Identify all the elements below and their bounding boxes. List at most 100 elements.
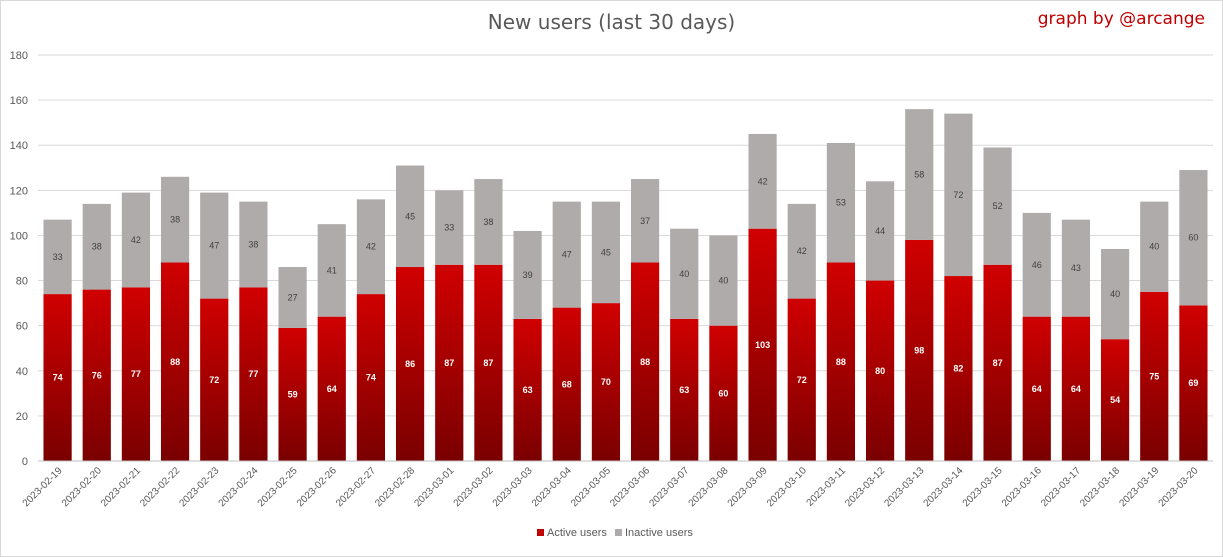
bar-active-users (591, 303, 621, 461)
y-tick-label: 20 (16, 411, 28, 423)
data-label-active: 77 (131, 369, 141, 379)
data-label-active: 75 (1149, 371, 1159, 381)
data-label-active: 87 (993, 358, 1003, 368)
bar-inactive-users (591, 201, 621, 304)
data-label-inactive: 37 (640, 216, 650, 226)
bar-active-users (513, 318, 542, 461)
x-tick-label: 2023-03-07 (647, 465, 691, 509)
data-label-inactive: 43 (1071, 263, 1081, 273)
data-label-inactive: 38 (248, 239, 258, 249)
bar-active-users (160, 262, 190, 461)
x-tick-label: 2023-03-11 (805, 465, 849, 509)
data-label-inactive: 53 (836, 198, 846, 208)
bar-active-users (43, 294, 72, 461)
data-label-inactive: 42 (758, 176, 768, 186)
bar-inactive-users (905, 109, 934, 240)
data-label-inactive: 38 (170, 215, 180, 225)
data-label-inactive: 39 (523, 270, 533, 280)
bar-active-users (1179, 305, 1208, 461)
x-tick-label: 2023-02-25 (256, 465, 300, 509)
data-label-inactive: 40 (679, 269, 689, 279)
bar-active-users (82, 289, 111, 461)
bar-inactive-users (474, 179, 503, 265)
data-label-active: 74 (366, 373, 376, 383)
x-tick-label: 2023-02-27 (334, 465, 378, 509)
y-tick-label: 100 (10, 230, 28, 242)
x-tick-label: 2023-03-08 (687, 465, 731, 509)
bar-inactive-users (160, 176, 190, 263)
y-tick-label: 40 (16, 366, 28, 378)
data-label-inactive: 40 (718, 276, 728, 286)
data-label-active: 103 (755, 340, 770, 350)
data-label-active: 64 (327, 384, 337, 394)
y-tick-label: 60 (16, 321, 28, 333)
data-label-active: 88 (640, 357, 650, 367)
data-label-active: 80 (875, 366, 885, 376)
x-tick-label: 2023-03-15 (961, 465, 1005, 509)
bar-active-users (474, 264, 503, 461)
bar-inactive-users (826, 142, 856, 263)
data-label-inactive: 60 (1188, 233, 1198, 243)
data-label-active: 98 (914, 345, 924, 355)
bar-active-users (239, 287, 268, 461)
chart-credit: graph by @arcange (1037, 9, 1205, 29)
data-label-inactive: 72 (953, 190, 963, 200)
data-label-inactive: 41 (327, 265, 337, 275)
y-tick-label: 0 (22, 456, 28, 468)
x-tick-label: 2023-03-16 (1000, 465, 1044, 509)
data-label-active: 86 (405, 359, 415, 369)
bar-active-users (395, 267, 425, 461)
data-label-active: 72 (209, 375, 219, 385)
legend-label: Active users (547, 527, 607, 539)
y-tick-label: 140 (10, 140, 28, 152)
bar-active-users (670, 318, 699, 461)
data-label-active: 82 (953, 364, 963, 374)
bar-active-users (552, 307, 581, 461)
x-tick-label: 2023-03-03 (491, 465, 535, 509)
data-label-active: 70 (601, 377, 611, 387)
x-tick-label: 2023-03-14 (922, 465, 966, 509)
data-label-active: 60 (718, 388, 728, 398)
bar-active-users (356, 294, 386, 461)
data-label-inactive: 27 (288, 292, 298, 302)
bar-active-users (865, 280, 895, 461)
data-label-inactive: 42 (131, 235, 141, 245)
data-label-inactive: 40 (1110, 289, 1120, 299)
y-tick-label: 180 (10, 50, 28, 62)
bar-inactive-users (200, 192, 229, 299)
data-label-inactive: 46 (1032, 260, 1042, 270)
x-tick-label: 2023-02-20 (60, 465, 104, 509)
legend-swatch (615, 529, 622, 536)
bar-active-users (826, 262, 856, 461)
data-label-active: 64 (1071, 384, 1081, 394)
bar-active-users (630, 262, 660, 461)
data-label-inactive: 58 (914, 170, 924, 180)
bar-inactive-users (748, 133, 777, 229)
x-tick-label: 2023-02-26 (295, 465, 339, 509)
bar-inactive-users (317, 224, 346, 317)
chart-title: New users (last 30 days) (487, 10, 736, 34)
data-label-active: 88 (170, 357, 180, 367)
data-label-active: 54 (1110, 395, 1120, 405)
bar-active-users (905, 239, 934, 461)
x-tick-label: 2023-03-01 (412, 465, 456, 509)
bar-active-users (121, 287, 151, 461)
data-label-inactive: 42 (797, 246, 807, 256)
data-label-inactive: 52 (993, 201, 1003, 211)
bar-active-users (1022, 316, 1051, 461)
bar-inactive-users (513, 230, 542, 319)
x-tick-label: 2023-03-20 (1157, 465, 1201, 509)
data-label-active: 76 (92, 370, 102, 380)
data-label-inactive: 40 (1149, 242, 1159, 252)
data-label-active: 63 (679, 385, 689, 395)
y-tick-label: 120 (10, 185, 28, 197)
data-label-active: 68 (562, 379, 572, 389)
bar-active-users (1140, 291, 1169, 461)
x-tick-label: 2023-03-04 (530, 465, 574, 509)
bar-active-users (317, 316, 346, 461)
data-label-active: 77 (248, 369, 258, 379)
bar-active-users (983, 264, 1012, 461)
data-label-active: 64 (1032, 384, 1042, 394)
bar-inactive-users (395, 165, 425, 268)
